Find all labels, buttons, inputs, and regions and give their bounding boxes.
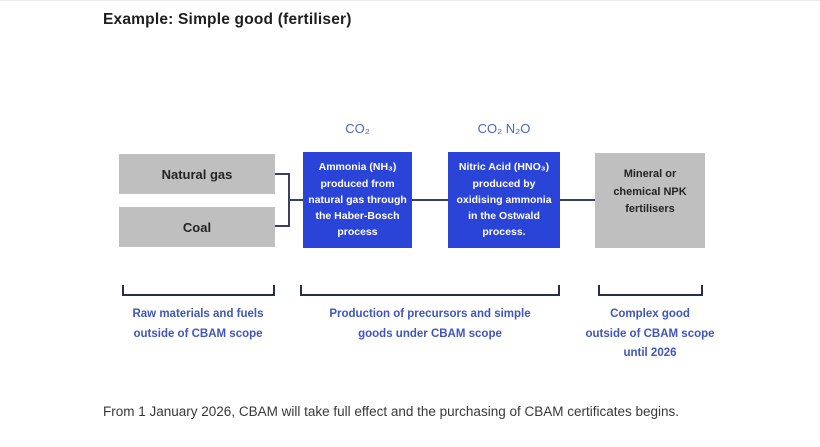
input-box-coal: Coal [119,207,275,247]
output-line: chemical NPK [613,185,687,198]
footnote-text: From 1 January 2026, CBAM will take full… [103,404,680,419]
connector-nitric-to-fertiliser [560,199,595,201]
scope-bracket-complex-good [598,285,703,296]
process-line: Nitric Acid (HNO₃) [458,161,550,174]
scope-label-raw-materials: Raw materials and fuels outside of CBAM … [108,305,288,344]
process-line: natural gas through [308,193,407,206]
process-line: oxidising ammonia [456,193,552,206]
process-line: in the Ostwald [468,210,540,223]
page-title: Example: Simple good (fertiliser) [103,11,352,28]
process-box-ammonia: Ammonia (NH₃) produced from natural gas … [303,152,412,248]
scope-label-line: outside of CBAM scope [585,327,715,340]
input-box-label: Natural gas [161,166,233,182]
output-line: Mineral or [623,168,677,180]
scope-label-line: outside of CBAM scope [133,327,263,340]
process-line: process. [482,226,526,239]
scope-label-line: Raw materials and fuels [132,308,264,320]
output-box-npk-fertilisers: Mineral or chemical NPK fertilisers [595,153,705,248]
scope-label-line: Production of precursors and simple [329,308,531,320]
emission-label-co2-n2o: CO₂ N₂O [477,121,531,136]
process-line: produced from [320,177,395,190]
connector-ammonia-to-nitric [412,199,448,201]
scope-label-line: until 2026 [623,347,677,360]
process-line: process [337,226,378,239]
process-line: Ammonia (NH₃) [318,161,397,174]
scope-label-complex-good: Complex good outside of CBAM scope until… [580,305,720,364]
scope-label-line: Complex good [610,308,690,320]
process-box-nitric-acid: Nitric Acid (HNO₃) produced by oxidising… [448,152,560,248]
scope-label-line: goods under CBAM scope [358,327,502,340]
process-line: the Haber-Bosch [315,210,400,223]
connector-to-ammonia [288,199,303,201]
connector-coal [275,225,290,227]
scope-bracket-raw-materials [122,285,275,296]
input-box-label: Coal [182,219,212,235]
input-box-natural-gas: Natural gas [119,154,275,194]
process-line: produced by [472,177,536,190]
output-line: fertilisers [625,203,675,216]
scope-bracket-cbam [300,285,560,296]
scope-label-cbam-scope: Production of precursors and simple good… [315,305,545,344]
connector-natural-gas [275,173,290,175]
emission-label-co2: CO₂ [345,121,370,136]
